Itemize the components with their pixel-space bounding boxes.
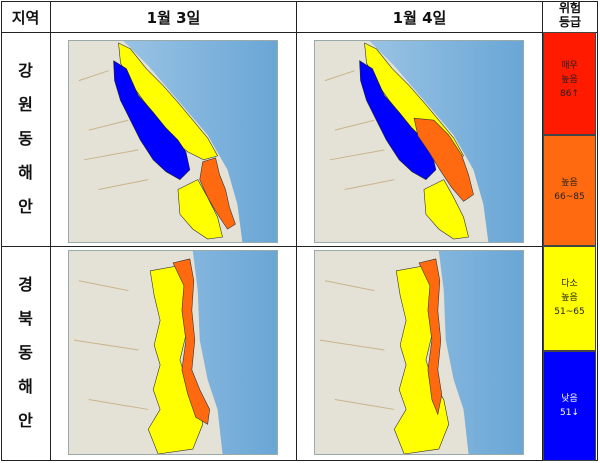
day2-header: 1월 4일 — [392, 9, 447, 27]
legend-range: 51↓ — [560, 408, 579, 418]
region-char: 안 — [18, 197, 33, 216]
region-char: 강 — [18, 61, 33, 80]
region-label-gyeongbuk: 경 북 동 해 안 — [1, 268, 50, 438]
region-label-gangwon: 강 원 동 해 안 — [1, 54, 50, 224]
region-char: 동 — [18, 343, 33, 362]
row-divider — [1, 246, 543, 247]
day-column-divider — [296, 1, 297, 461]
map-gyeongbuk-day1 — [68, 250, 278, 455]
legend-label: 다소 — [561, 279, 578, 289]
legend-label: 매우 — [561, 61, 578, 71]
region-char: 해 — [18, 163, 33, 182]
risk-header-line1: 위험 — [558, 1, 582, 15]
header-divider — [1, 32, 598, 33]
legend-column-divider — [542, 1, 543, 461]
legend-moderate: 다소 높음 51~65 — [543, 246, 596, 351]
legend-range: 66~85 — [554, 192, 585, 202]
region-char: 안 — [18, 411, 33, 430]
legend-low: 낮음 51↓ — [543, 351, 596, 461]
zone-moderate — [423, 179, 469, 240]
risk-header: 위험 등급 — [543, 1, 597, 29]
region-char: 경 — [18, 275, 33, 294]
day1-header: 1월 3일 — [146, 9, 201, 27]
zone-high — [413, 117, 474, 202]
zone-moderate — [177, 179, 223, 240]
zone-high — [418, 258, 443, 416]
map-gyeongbuk-day2 — [314, 250, 524, 455]
region-char: 북 — [18, 309, 33, 328]
zone-low — [113, 60, 191, 180]
region-column-divider — [50, 1, 51, 461]
region-header: 지역 — [11, 9, 40, 27]
zone-moderate — [118, 42, 219, 161]
region-char: 원 — [18, 95, 33, 114]
legend-range: 86↑ — [560, 89, 579, 99]
region-char: 동 — [18, 129, 33, 148]
region-char: 해 — [18, 377, 33, 396]
zone-high — [199, 157, 236, 230]
map-gangwon-day1 — [68, 40, 278, 243]
zone-high — [172, 258, 210, 425]
legend-range: 51~65 — [554, 307, 585, 317]
risk-header-line2: 등급 — [558, 15, 582, 29]
legend-very-high: 매우 높음 86↑ — [543, 32, 596, 135]
zone-low — [359, 60, 437, 180]
legend-high: 높음 66~85 — [543, 135, 596, 246]
legend-label: 높음 — [561, 178, 578, 188]
legend-label: 높음 — [561, 75, 578, 85]
map-gangwon-day2 — [314, 40, 524, 243]
legend-label: 낮음 — [561, 394, 578, 404]
legend-label: 높음 — [561, 293, 578, 303]
